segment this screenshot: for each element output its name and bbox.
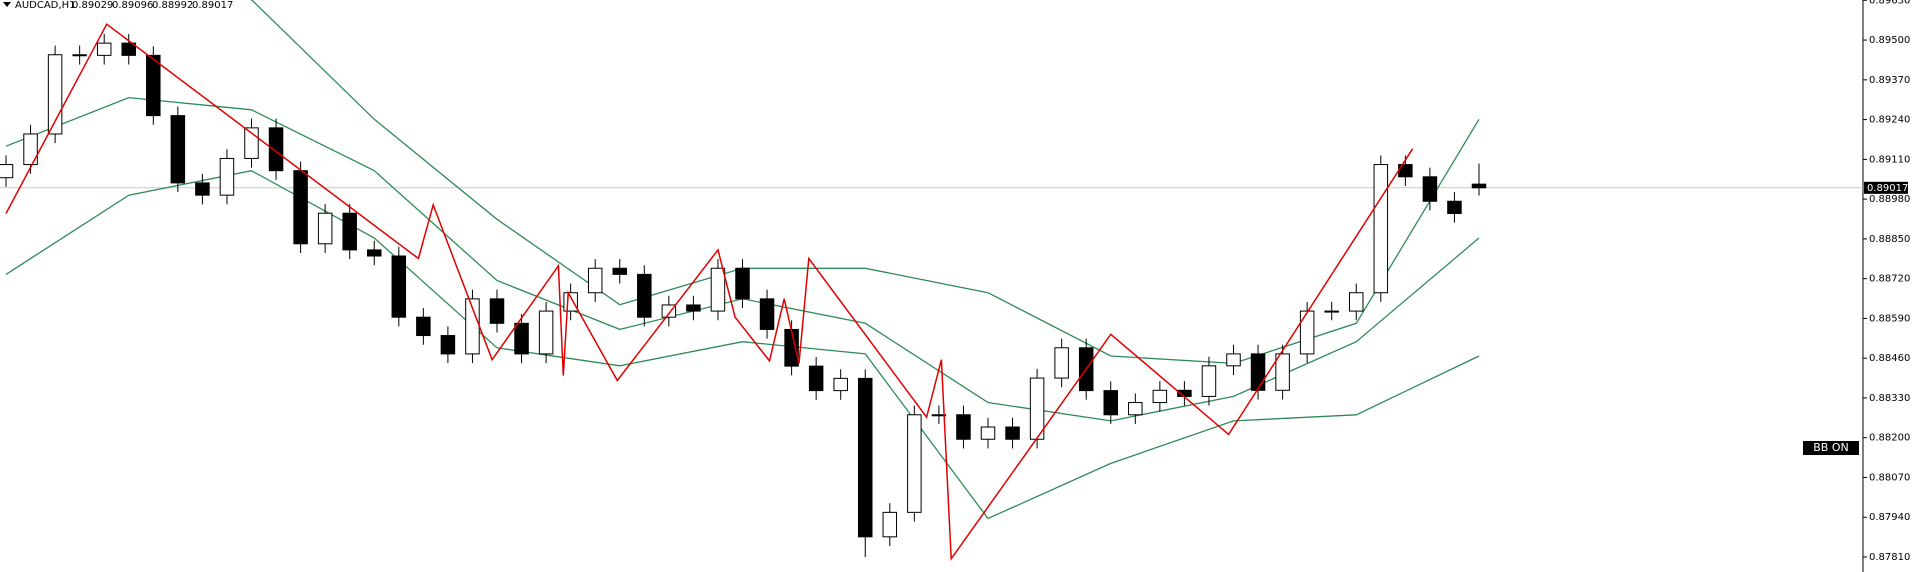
- candle-body: [293, 170, 308, 245]
- candle-body: [1373, 164, 1389, 294]
- candle-body: [661, 304, 677, 318]
- candle-body: [563, 292, 578, 312]
- candle-body: [1152, 389, 1168, 404]
- candle-body: [784, 328, 799, 367]
- candle-body: [23, 133, 38, 166]
- candle-body: [956, 414, 971, 440]
- candle-body: [931, 414, 947, 417]
- candle-body: [808, 365, 824, 392]
- candle-body: [440, 335, 456, 355]
- y-tick-label: 0.88590: [1869, 313, 1910, 324]
- y-tick-label: 0.88850: [1869, 234, 1910, 245]
- indicator-box: [1803, 441, 1859, 455]
- candle-body: [72, 54, 87, 57]
- candle-body: [1471, 183, 1487, 189]
- candle-body: [1226, 353, 1241, 367]
- candle-body: [735, 267, 750, 300]
- zigzag-line: [5, 23, 1414, 561]
- candle-body: [342, 212, 357, 251]
- candle-body: [391, 255, 407, 318]
- candle-body: [907, 414, 922, 513]
- y-tick-label: 0.89240: [1869, 115, 1910, 126]
- candle-body: [195, 182, 210, 196]
- y-tick-label: 0.88720: [1869, 274, 1910, 285]
- readout-value: 0.89096: [112, 0, 153, 11]
- readout-value: 0.89017: [192, 0, 233, 11]
- candle-body: [268, 127, 284, 172]
- y-tick-label: 0.89500: [1869, 35, 1910, 46]
- candle-body: [538, 310, 554, 355]
- y-tick-label: 0.87810: [1869, 552, 1910, 563]
- readout-value: 0.88992: [152, 0, 193, 11]
- y-tick-label: 0.88200: [1869, 433, 1910, 444]
- candle-body: [1103, 390, 1119, 416]
- candle-body: [1054, 347, 1069, 379]
- candle-body: [1201, 365, 1217, 397]
- y-tick-label: 0.88330: [1869, 393, 1910, 404]
- candle-body: [1005, 426, 1020, 440]
- y-tick-label: 0.88460: [1869, 353, 1910, 364]
- y-tick-label: 0.89370: [1869, 75, 1910, 86]
- candle-body: [146, 54, 161, 117]
- candle-body: [170, 115, 186, 184]
- candle-body: [637, 273, 652, 318]
- y-tick-label: 0.89110: [1869, 154, 1910, 165]
- candle-body: [514, 322, 529, 355]
- candle-body: [1422, 176, 1438, 202]
- candle-body: [759, 298, 775, 330]
- candle-body: [882, 511, 898, 538]
- candle-body: [587, 267, 603, 294]
- y-tick-label: 0.87940: [1869, 512, 1910, 523]
- candle-body: [366, 249, 382, 257]
- candle-body: [121, 42, 137, 56]
- candle-body: [219, 157, 235, 196]
- candle-body: [710, 267, 726, 312]
- symbol: AUDCAD,H1: [15, 0, 75, 11]
- candle-body: [857, 377, 873, 538]
- candle-body: [980, 426, 996, 440]
- y-tick-label: 0.88980: [1869, 194, 1910, 205]
- y-tick-label: 0.89630: [1869, 0, 1910, 6]
- candle-body: [489, 298, 505, 324]
- candle-body: [416, 316, 431, 337]
- candle-body: [96, 42, 112, 56]
- candle-body: [1250, 353, 1266, 391]
- candle-body: [1348, 292, 1364, 312]
- candle-body: [1128, 402, 1143, 416]
- menu-arrow: [3, 2, 11, 7]
- candle-body: [833, 377, 848, 392]
- candle-body: [0, 164, 14, 179]
- candle-body: [612, 267, 628, 275]
- candle-body: [1275, 353, 1290, 391]
- indicator-label: BB ON: [1813, 441, 1848, 454]
- candle-body: [1324, 310, 1339, 313]
- y-tick-label: 0.88070: [1869, 472, 1910, 483]
- candle-body: [686, 304, 701, 312]
- candle-body: [1299, 310, 1315, 355]
- candle-body: [317, 212, 333, 245]
- price-label: 0.89017: [1867, 183, 1908, 194]
- candle-body: [1447, 200, 1462, 215]
- price-label-box: [1864, 181, 1908, 194]
- bollinger-band: [5, 170, 1480, 520]
- readout-value: 0.89029: [72, 0, 113, 11]
